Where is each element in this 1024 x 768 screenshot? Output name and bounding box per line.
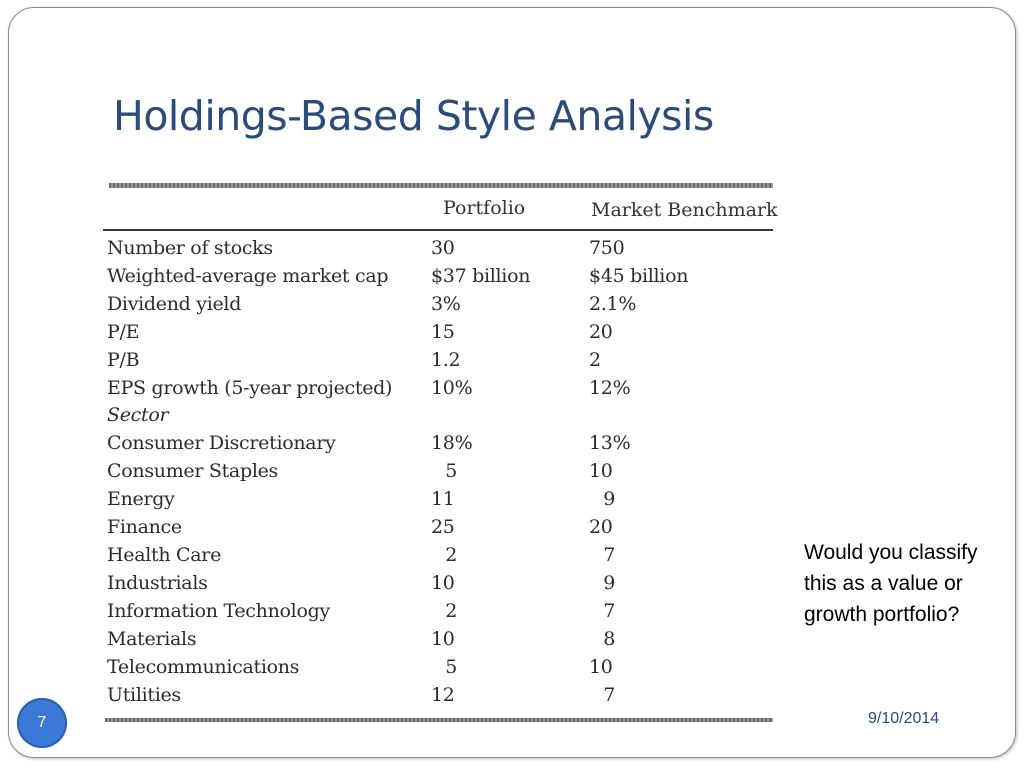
row-label: Industrials — [107, 572, 208, 594]
holdings-table: Portfolio Market Benchmark Number of sto… — [103, 180, 778, 725]
slide-frame — [8, 7, 1016, 758]
row-label: Number of stocks — [107, 237, 273, 259]
question-note: Would you classify this as a value or gr… — [804, 541, 978, 626]
table-row: Energy 11 9 — [103, 488, 773, 516]
portfolio-value: 25 — [431, 516, 455, 538]
row-label: Information Technology — [107, 600, 330, 622]
portfolio-value: 2 — [445, 600, 457, 622]
benchmark-value: 7 — [603, 684, 615, 706]
portfolio-value: 3% — [431, 293, 461, 315]
table-row: Materials 10 8 — [103, 628, 773, 656]
sector-heading: Sector — [107, 404, 169, 426]
slide-title: Holdings-Based Style Analysis — [113, 92, 714, 140]
portfolio-value: 10 — [431, 572, 455, 594]
portfolio-value: 5 — [445, 656, 457, 678]
table-row: Finance 25 20 — [103, 516, 773, 544]
header-portfolio: Portfolio — [443, 197, 526, 219]
row-label: Consumer Staples — [107, 460, 278, 482]
row-label: Energy — [107, 488, 175, 510]
portfolio-value: 12 — [431, 684, 455, 706]
row-label: Finance — [107, 516, 182, 538]
portfolio-value: 2 — [445, 544, 457, 566]
benchmark-value: 9 — [603, 572, 615, 594]
row-label: Telecommunications — [107, 656, 300, 678]
benchmark-value: 7 — [603, 544, 615, 566]
page-number-badge: 7 — [17, 698, 67, 748]
benchmark-value: 2.1% — [589, 293, 637, 315]
table-row: Weighted-average market cap $37 billion … — [103, 265, 773, 293]
header-benchmark: Market Benchmark — [591, 199, 778, 221]
table-row: Consumer Discretionary 18% 13% — [103, 432, 773, 460]
row-label: Utilities — [107, 684, 181, 706]
portfolio-value: 10 — [431, 628, 455, 650]
row-label: Weighted-average market cap — [107, 265, 389, 287]
table-row: Dividend yield 3% 2.1% — [103, 293, 773, 321]
benchmark-value: 2 — [589, 349, 601, 371]
row-label: P/E — [107, 321, 140, 343]
portfolio-value: 1.2 — [431, 349, 461, 371]
portfolio-value: 10% — [431, 377, 473, 399]
table-row: Consumer Staples 5 10 — [103, 460, 773, 488]
benchmark-value: 750 — [589, 237, 625, 259]
benchmark-value: 20 — [589, 321, 613, 343]
table-row: Health Care 2 7 — [103, 544, 773, 572]
row-label: Health Care — [107, 544, 222, 566]
slide-date: 9/10/2014 — [868, 710, 940, 727]
benchmark-value: 10 — [589, 460, 613, 482]
benchmark-value: 20 — [589, 516, 613, 538]
table-row: Sector — [103, 404, 773, 432]
portfolio-value: 30 — [431, 237, 455, 259]
table-header-rule — [103, 229, 773, 231]
benchmark-value: 7 — [603, 600, 615, 622]
benchmark-value: 10 — [589, 656, 613, 678]
table-row: Industrials 10 9 — [103, 572, 773, 600]
row-label: Consumer Discretionary — [107, 432, 336, 454]
row-label: Dividend yield — [107, 293, 242, 315]
table-row: P/E 15 20 — [103, 321, 773, 349]
row-label: P/B — [107, 349, 140, 371]
table-row: Information Technology 2 7 — [103, 600, 773, 628]
portfolio-value: 18% — [431, 432, 473, 454]
table-bottom-rule — [105, 718, 773, 722]
table-row: Telecommunications 5 10 — [103, 656, 773, 684]
row-label: EPS growth (5-year projected) — [107, 377, 393, 399]
benchmark-value: 13% — [589, 432, 631, 454]
portfolio-value: 11 — [431, 488, 455, 510]
row-label: Materials — [107, 628, 197, 650]
table-row: Number of stocks 30 750 — [103, 237, 773, 265]
portfolio-value: $37 billion — [431, 265, 531, 287]
table-row: Utilities 12 7 — [103, 684, 773, 712]
table-row: P/B 1.2 2 — [103, 349, 773, 377]
benchmark-value: 8 — [603, 628, 615, 650]
portfolio-value: 15 — [431, 321, 455, 343]
benchmark-value: 12% — [589, 377, 631, 399]
benchmark-value: $45 billion — [589, 265, 689, 287]
table-top-rule — [109, 183, 773, 188]
benchmark-value: 9 — [603, 488, 615, 510]
table-row: EPS growth (5-year projected) 10% 12% — [103, 377, 773, 405]
portfolio-value: 5 — [445, 460, 457, 482]
